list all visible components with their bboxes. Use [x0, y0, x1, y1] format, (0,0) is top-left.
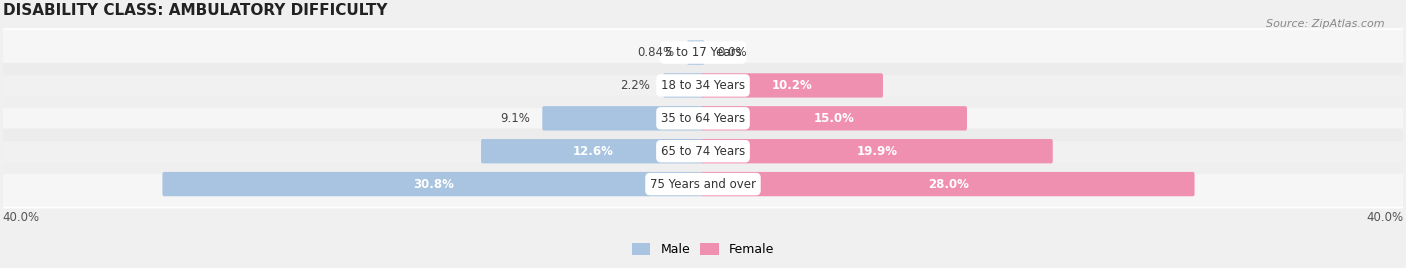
Text: 28.0%: 28.0%: [928, 178, 969, 191]
Text: 75 Years and over: 75 Years and over: [650, 178, 756, 191]
Text: 35 to 64 Years: 35 to 64 Years: [661, 112, 745, 125]
FancyBboxPatch shape: [702, 73, 883, 98]
Text: 10.2%: 10.2%: [772, 79, 813, 92]
Text: 9.1%: 9.1%: [499, 112, 530, 125]
Text: Source: ZipAtlas.com: Source: ZipAtlas.com: [1267, 19, 1385, 29]
Text: 0.84%: 0.84%: [637, 46, 675, 59]
FancyBboxPatch shape: [702, 106, 967, 131]
FancyBboxPatch shape: [543, 106, 704, 131]
FancyBboxPatch shape: [0, 161, 1406, 207]
FancyBboxPatch shape: [0, 94, 1406, 143]
FancyBboxPatch shape: [0, 28, 1406, 77]
Text: DISABILITY CLASS: AMBULATORY DIFFICULTY: DISABILITY CLASS: AMBULATORY DIFFICULTY: [3, 3, 387, 18]
Text: 5 to 17 Years: 5 to 17 Years: [665, 46, 741, 59]
Text: 15.0%: 15.0%: [814, 112, 855, 125]
Text: 30.8%: 30.8%: [413, 178, 454, 191]
FancyBboxPatch shape: [0, 160, 1406, 209]
FancyBboxPatch shape: [0, 96, 1406, 141]
Text: 40.0%: 40.0%: [3, 211, 39, 224]
Text: 19.9%: 19.9%: [856, 145, 897, 158]
FancyBboxPatch shape: [0, 61, 1406, 110]
FancyBboxPatch shape: [0, 30, 1406, 75]
FancyBboxPatch shape: [163, 172, 704, 196]
FancyBboxPatch shape: [702, 172, 1195, 196]
FancyBboxPatch shape: [688, 40, 704, 65]
Text: 2.2%: 2.2%: [620, 79, 651, 92]
FancyBboxPatch shape: [0, 129, 1406, 174]
FancyBboxPatch shape: [702, 139, 1053, 163]
Text: 0.0%: 0.0%: [717, 46, 747, 59]
Text: 65 to 74 Years: 65 to 74 Years: [661, 145, 745, 158]
Text: 40.0%: 40.0%: [1367, 211, 1403, 224]
FancyBboxPatch shape: [664, 73, 704, 98]
FancyBboxPatch shape: [0, 127, 1406, 176]
FancyBboxPatch shape: [481, 139, 704, 163]
Text: 18 to 34 Years: 18 to 34 Years: [661, 79, 745, 92]
FancyBboxPatch shape: [0, 63, 1406, 108]
Legend: Male, Female: Male, Female: [627, 238, 779, 261]
Text: 12.6%: 12.6%: [572, 145, 613, 158]
